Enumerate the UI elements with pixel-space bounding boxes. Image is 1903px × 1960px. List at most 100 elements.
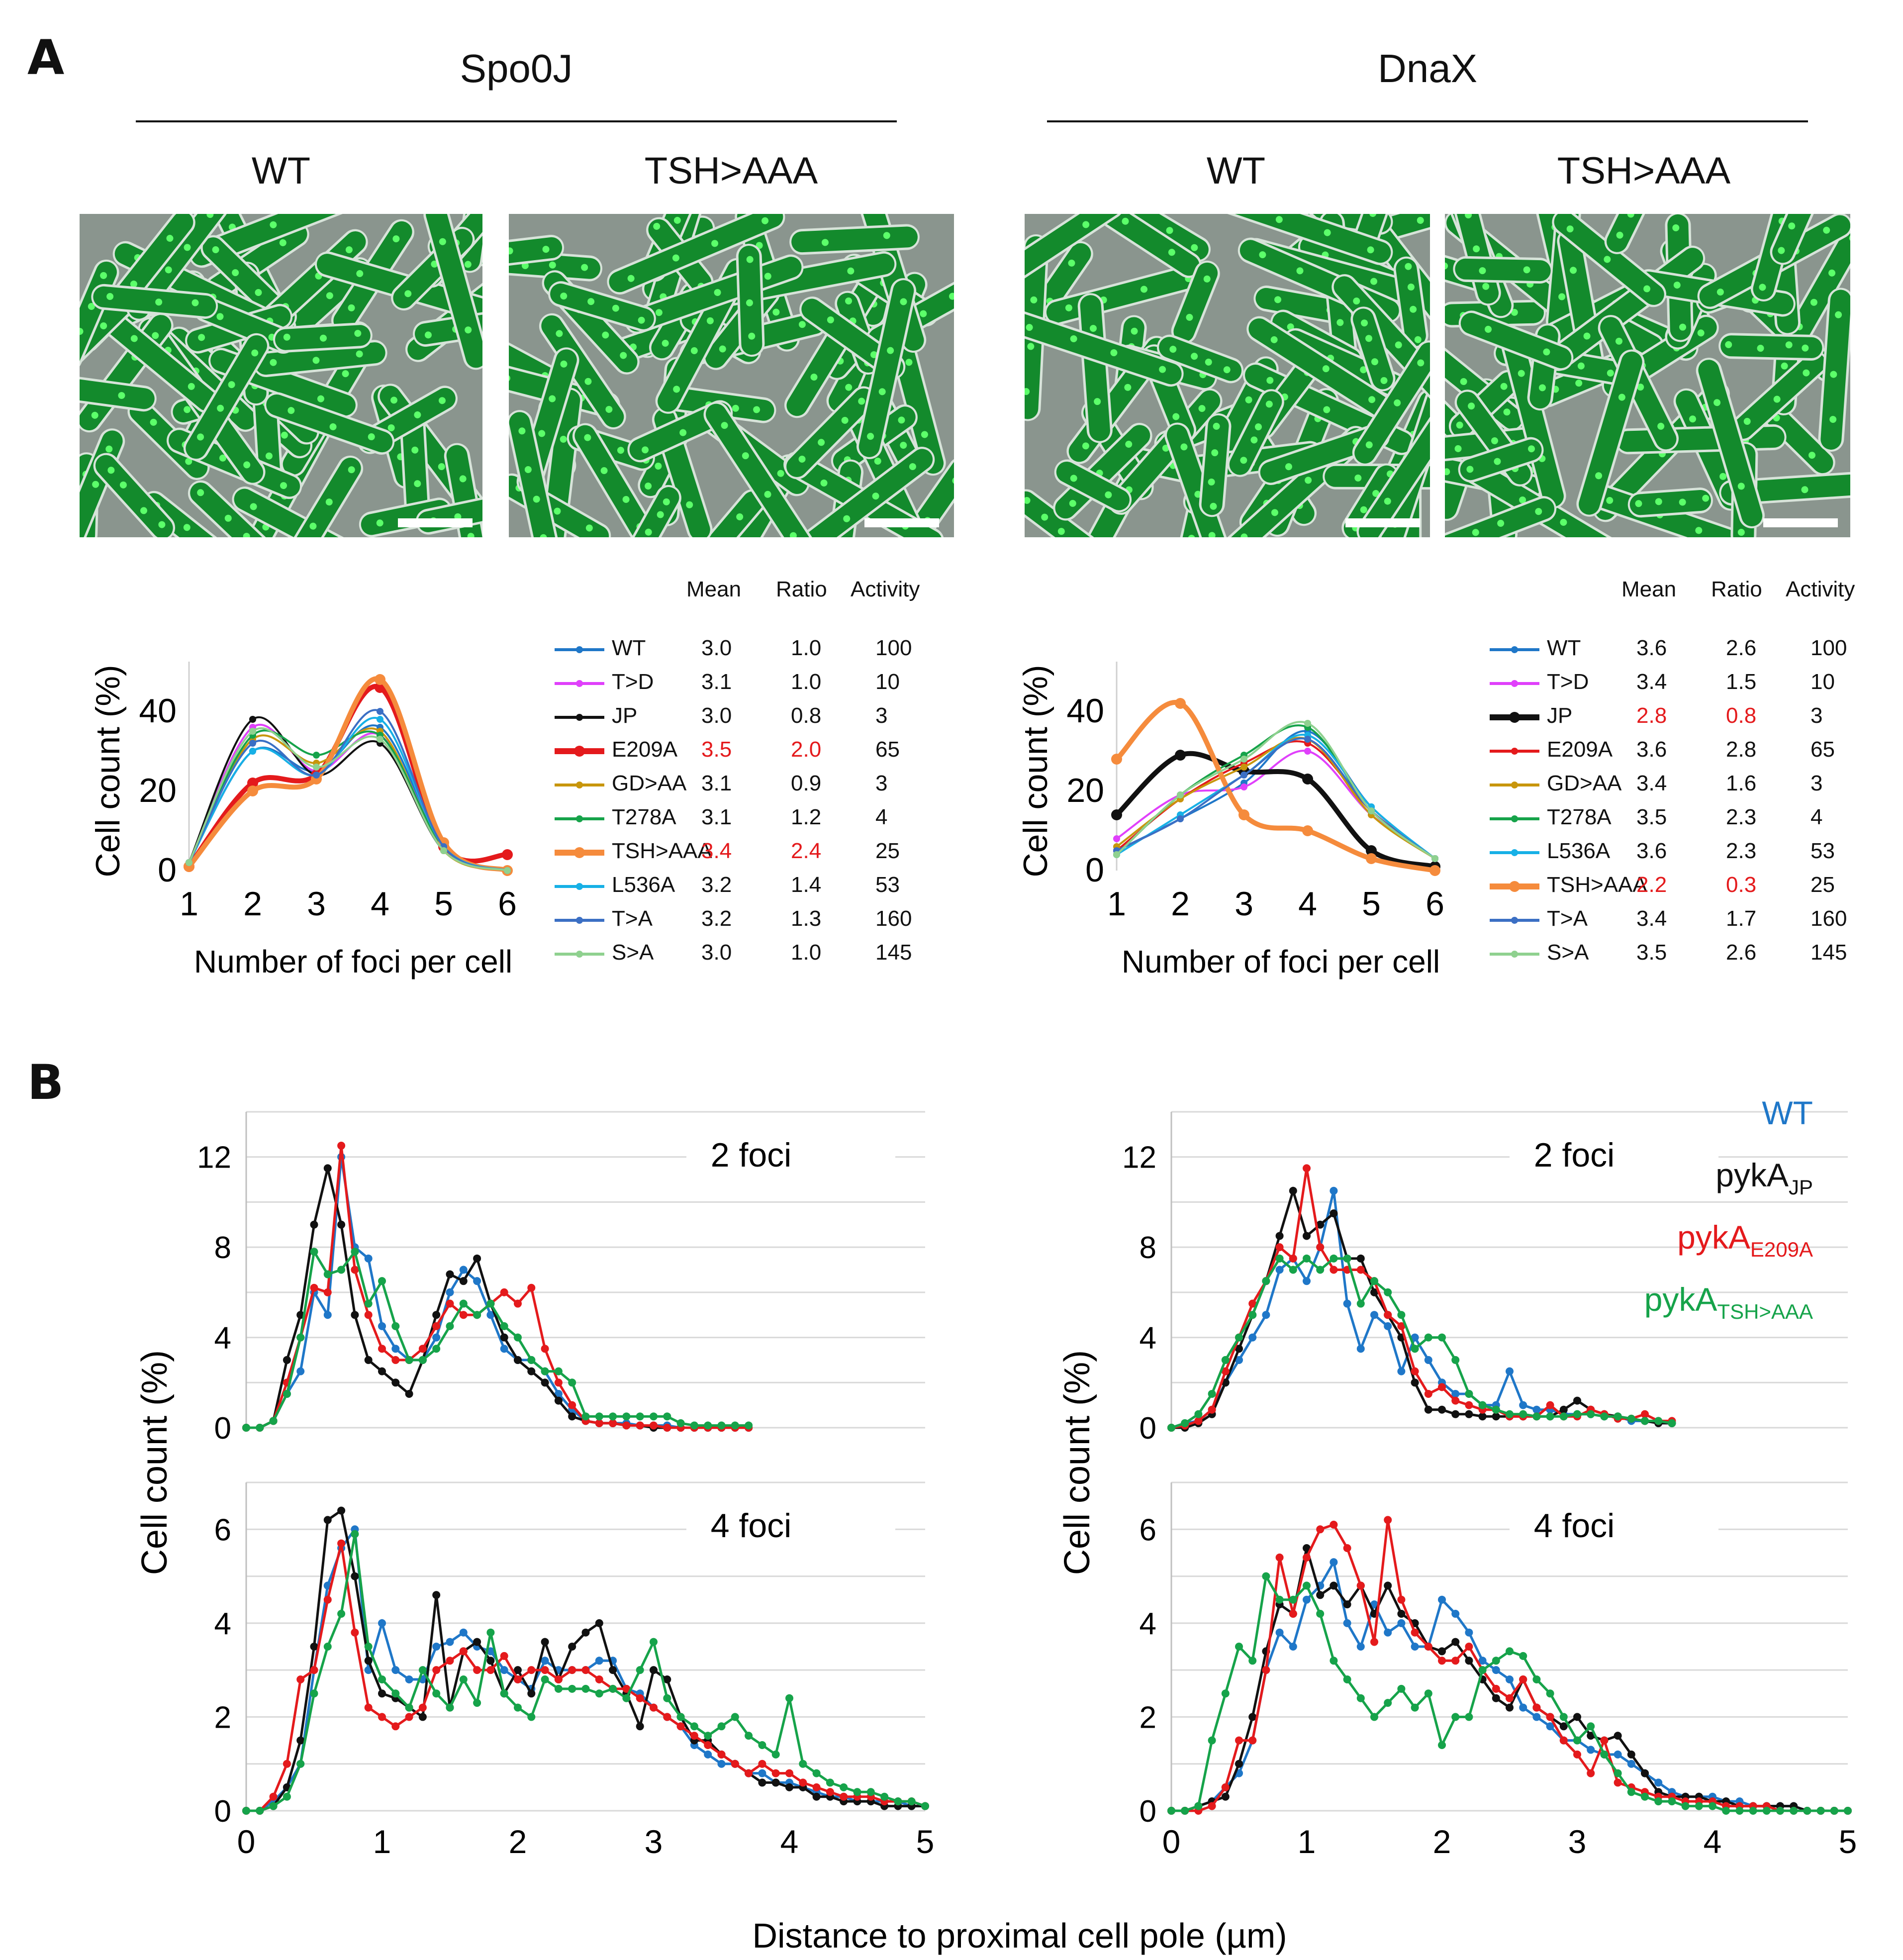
data-point	[1275, 1628, 1284, 1637]
table-cell: 1.0	[791, 636, 822, 660]
table-cell: 3.6	[1636, 737, 1667, 762]
data-point	[1262, 1277, 1270, 1285]
data-point	[650, 1666, 658, 1674]
series-line-pykA TSH>AAA	[1171, 1257, 1672, 1429]
table-cell: 3.1	[701, 670, 732, 694]
bacterial-cell	[509, 234, 565, 271]
data-point	[554, 1396, 563, 1405]
data-point	[249, 740, 256, 747]
data-point	[1111, 754, 1122, 765]
data-point	[1573, 1410, 1581, 1418]
data-point	[1316, 1266, 1325, 1274]
data-point	[1465, 1713, 1473, 1721]
data-point	[636, 1694, 644, 1702]
table-cell: 3.0	[701, 940, 732, 965]
data-point	[391, 1345, 400, 1353]
data-point	[1275, 1266, 1284, 1274]
bacterial-cell	[1227, 389, 1284, 477]
data-point	[1248, 1736, 1257, 1745]
data-point	[527, 1666, 536, 1674]
data-point	[364, 1657, 373, 1665]
data-point	[249, 716, 256, 723]
data-point	[1248, 1713, 1257, 1721]
x-tick-label: 1	[180, 885, 198, 923]
data-point	[921, 1802, 929, 1810]
table-cell: 2.8	[1636, 703, 1667, 728]
bacterial-cell	[856, 278, 917, 459]
table-cell: 1.2	[791, 805, 822, 829]
data-point	[432, 1591, 441, 1599]
y-tick-label: 6	[1140, 1513, 1156, 1547]
data-point	[1816, 1807, 1825, 1815]
data-point	[473, 1311, 481, 1319]
data-point	[1668, 1797, 1676, 1806]
data-point	[378, 1367, 386, 1375]
data-point	[1370, 1277, 1378, 1285]
y-tick-label: 2	[1140, 1700, 1156, 1735]
data-point	[1384, 1628, 1392, 1637]
data-point	[717, 1750, 726, 1759]
data-point	[337, 1266, 346, 1274]
bacterial-cell	[109, 214, 195, 311]
data-point	[1384, 1699, 1392, 1707]
x-tick-label: 2	[1171, 885, 1190, 923]
data-point	[1343, 1675, 1351, 1683]
bacterial-cell	[1393, 256, 1428, 348]
data-point	[446, 1638, 454, 1646]
data-point	[1167, 1807, 1175, 1815]
data-point	[1356, 1581, 1365, 1590]
data-point	[745, 1769, 753, 1777]
data-point	[391, 1378, 400, 1387]
data-point	[717, 1421, 726, 1430]
data-point	[595, 1675, 603, 1683]
data-point	[1194, 1417, 1203, 1425]
data-point	[418, 1345, 427, 1353]
data-point	[1600, 1750, 1609, 1759]
data-point	[323, 1643, 332, 1651]
data-point	[1506, 1703, 1514, 1712]
data-point	[1304, 736, 1311, 743]
data-point	[840, 1792, 848, 1801]
bacterial-cell	[1604, 214, 1656, 254]
table-cell: 3	[1810, 771, 1823, 795]
data-point	[1175, 750, 1186, 761]
bacterial-cell	[1093, 214, 1211, 262]
data-point	[186, 859, 192, 866]
data-point	[446, 1657, 454, 1665]
x-axis-label: Number of foci per cell	[194, 944, 512, 980]
data-point	[514, 1299, 522, 1308]
data-point	[1803, 1807, 1811, 1815]
data-point	[622, 1412, 631, 1421]
annotation-bg	[686, 1497, 895, 1562]
series-line-pykA E209A	[246, 1145, 749, 1429]
table-cell: 3.4	[1636, 771, 1667, 795]
data-point	[1384, 1288, 1392, 1296]
x-tick-label: 4	[1298, 885, 1317, 923]
table-cell: 3.2	[701, 873, 732, 897]
table-cell: 0.9	[791, 771, 822, 795]
data-point	[1177, 791, 1184, 798]
data-point	[351, 1572, 359, 1580]
legend-entry: pykAJP	[1715, 1157, 1813, 1199]
data-point	[1641, 1417, 1649, 1425]
data-point	[1356, 1254, 1365, 1263]
data-point	[1424, 1643, 1432, 1651]
data-point	[1262, 1572, 1270, 1580]
data-point	[1235, 1345, 1243, 1353]
legend-label: JP	[612, 703, 638, 728]
x-axis-label: Number of foci per cell	[1122, 944, 1440, 980]
y-tick-label: 0	[1140, 1794, 1156, 1829]
data-point	[296, 1311, 305, 1319]
legend-label: S>A	[612, 940, 654, 965]
bacterial-cell	[1100, 214, 1202, 278]
data-point	[527, 1713, 536, 1721]
data-point	[310, 1220, 318, 1229]
data-point	[378, 1675, 386, 1683]
data-point	[568, 1643, 576, 1651]
data-point	[1573, 1736, 1581, 1745]
y-tick-label: 4	[1140, 1607, 1156, 1641]
table-cell: 10	[1810, 670, 1835, 694]
data-point	[1397, 1595, 1406, 1604]
data-point	[1411, 1378, 1419, 1387]
